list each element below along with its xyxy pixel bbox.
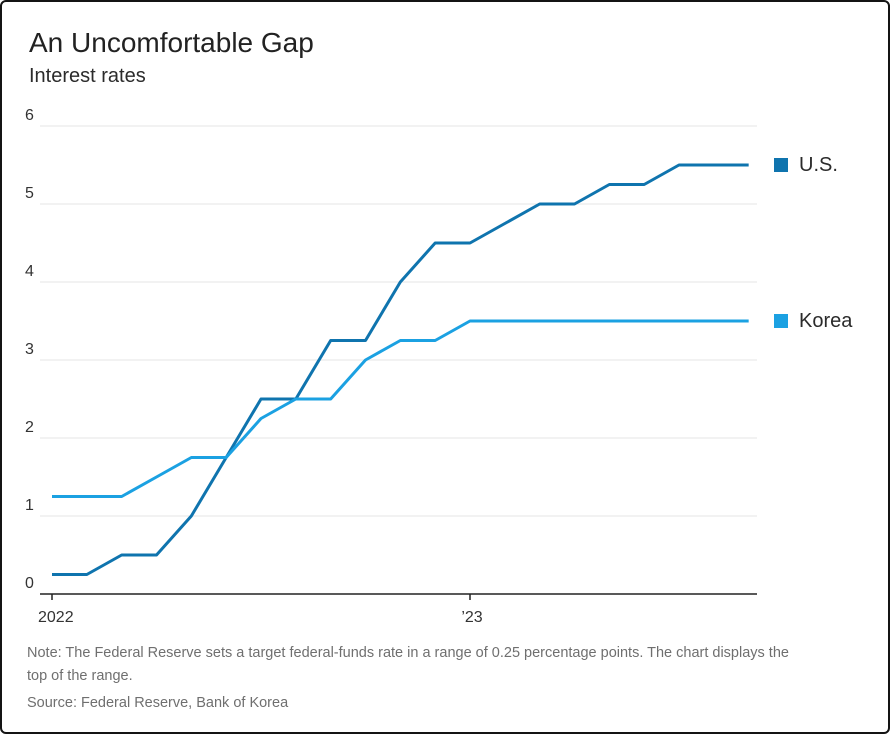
legend-label-korea: Korea	[799, 309, 853, 332]
korea-rate-line	[52, 319, 749, 498]
legend-item-korea: Korea	[774, 310, 852, 332]
legend-item-us: U.S.	[774, 154, 838, 176]
chart-source: Source: Federal Reserve, Bank of Korea	[27, 695, 289, 711]
chart-note: Note: The Federal Reserve sets a target …	[27, 645, 789, 684]
korea-series-swatch-icon	[774, 314, 788, 328]
y-axis-label-5: 5	[25, 185, 34, 202]
y-axis-label-3: 3	[25, 341, 34, 358]
x-axis-label-2022: 2022	[38, 609, 74, 626]
us-series-swatch-icon	[774, 158, 788, 172]
y-axis-label-4: 4	[25, 263, 34, 280]
rate-chart: 0 1 2 3 4 5 6 2022 ’23	[25, 107, 757, 626]
y-axis-label-0: 0	[25, 575, 34, 592]
y-axis-label-6: 6	[25, 107, 34, 124]
page-title: An Uncomfortable Gap	[29, 27, 314, 58]
chart-subtitle: Interest rates	[29, 65, 146, 87]
x-axis-label-23: ’23	[461, 609, 482, 626]
legend-label-us: U.S.	[799, 153, 838, 176]
y-axis-label-2: 2	[25, 419, 34, 436]
y-axis-label-1: 1	[25, 497, 34, 514]
us-rate-line	[52, 163, 749, 576]
